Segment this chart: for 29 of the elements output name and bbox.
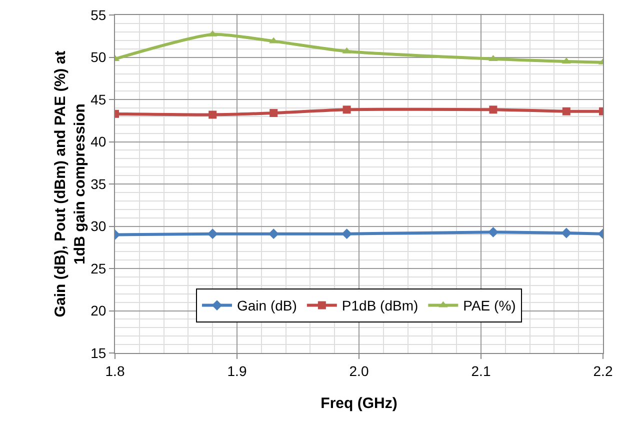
x-tick-label: 2.2 xyxy=(593,362,613,379)
y-tick-label: 20 xyxy=(90,302,106,319)
legend-label: P1dB (dBm) xyxy=(342,298,418,314)
point xyxy=(489,106,498,114)
y-tick-label: 25 xyxy=(90,260,106,276)
y-tick-label: 50 xyxy=(90,49,106,66)
x-tick-label: 1.8 xyxy=(105,362,125,379)
legend-label: PAE (%) xyxy=(463,298,516,314)
x-axis-title: Freq (GHz) xyxy=(320,395,398,412)
legend-label: Gain (dB) xyxy=(237,298,297,314)
x-tick-label: 2.1 xyxy=(471,362,491,379)
point xyxy=(562,107,570,116)
y-axis-title: Gain (dB), Pout (dBm) and PAE (%) at 1dB gain compression xyxy=(52,50,89,318)
y-tick-label: 35 xyxy=(90,176,106,192)
point xyxy=(270,109,278,118)
y-tick-label: 45 xyxy=(90,91,106,108)
point xyxy=(207,228,218,240)
x-tick-label: 1.9 xyxy=(227,362,247,379)
y-tick-label: 15 xyxy=(90,344,106,361)
point xyxy=(208,110,217,119)
point xyxy=(561,228,572,238)
x-tick-label: 2.0 xyxy=(349,362,369,379)
y-tick-label: 30 xyxy=(90,218,106,234)
point xyxy=(268,228,279,240)
y-tick-label: 40 xyxy=(90,134,106,150)
y-tick-label: 55 xyxy=(90,6,106,23)
point xyxy=(342,228,352,240)
point xyxy=(488,226,498,238)
point xyxy=(342,106,351,114)
